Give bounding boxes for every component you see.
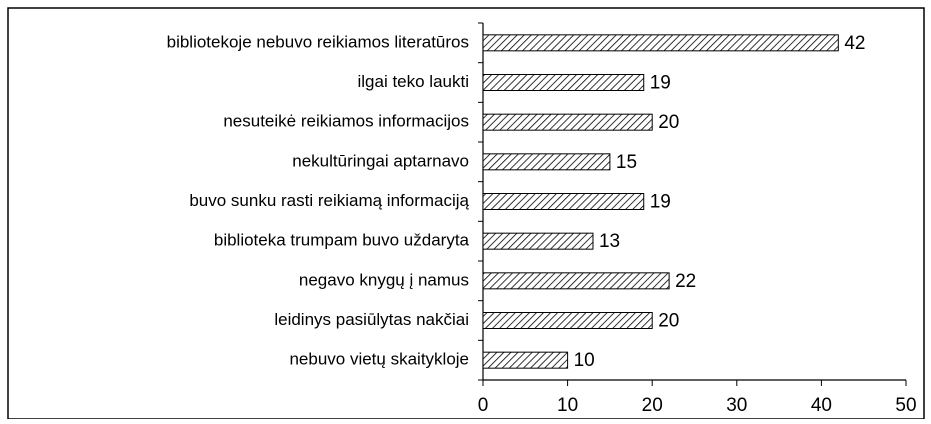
x-tick-label: 20 (642, 395, 663, 416)
x-tick-label: 10 (557, 395, 578, 416)
y-tick-label: nesuteikė reikiamos informacijos (223, 112, 469, 131)
bar (482, 312, 653, 329)
x-tick-label: 30 (726, 395, 747, 416)
y-tick-label: biblioteka trumpam buvo uždaryta (214, 231, 470, 250)
y-tick-label: nekultūringai aptarnavo (292, 151, 469, 170)
y-tick-label: bibliotekoje nebuvo reikiamos literatūro… (167, 32, 469, 51)
bar (482, 232, 594, 250)
bar (482, 113, 653, 131)
y-tick-label: buvo sunku rasti reikiamą informaciją (189, 191, 469, 210)
x-tick-label: 50 (895, 395, 916, 416)
value-label: 20 (658, 112, 679, 133)
bar (482, 193, 645, 210)
value-label: 22 (675, 271, 696, 292)
value-label: 10 (574, 350, 595, 371)
bar (482, 153, 611, 171)
value-label: 20 (658, 311, 679, 332)
y-tick-label: nebuvo vietų skaitykloje (289, 350, 469, 369)
bar (482, 351, 569, 369)
y-tick-label: negavo knygų į namus (299, 270, 469, 289)
y-tick-label: ilgai teko laukti (357, 72, 469, 91)
x-tick-label: 0 (478, 395, 489, 416)
value-label: 15 (616, 152, 637, 173)
bar (482, 74, 645, 91)
y-tick-label: leidinys pasiūlytas nakčiai (274, 310, 469, 329)
value-label: 42 (844, 33, 865, 54)
value-label: 13 (599, 231, 620, 252)
value-label: 19 (650, 192, 671, 213)
bar (482, 34, 839, 52)
bar (482, 272, 670, 290)
x-tick-label: 40 (811, 395, 832, 416)
value-label: 19 (650, 73, 671, 94)
